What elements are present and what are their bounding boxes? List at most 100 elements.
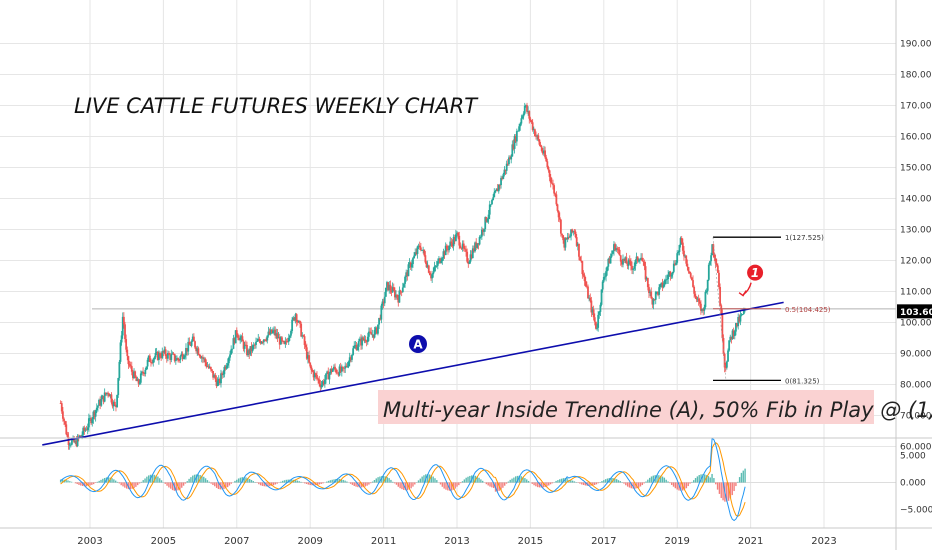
osc-histogram-bar [93, 483, 94, 485]
candle-body [258, 339, 260, 341]
candle-body [639, 260, 641, 261]
osc-histogram-bar [458, 483, 459, 486]
candle-body [428, 265, 430, 272]
fib-level-label: 1(127.525) [785, 234, 824, 242]
osc-histogram-bar [711, 474, 712, 483]
candle-body [667, 275, 669, 279]
osc-histogram-bar [721, 483, 722, 498]
osc-histogram-bar [620, 481, 621, 482]
osc-histogram-bar [298, 481, 299, 482]
osc-histogram-bar [651, 476, 652, 482]
candle-body [491, 200, 493, 204]
candle-body [342, 367, 344, 368]
candle-body [620, 255, 622, 261]
osc-histogram-bar [368, 483, 369, 485]
candle-body [720, 305, 722, 313]
candle-body [412, 258, 414, 264]
osc-histogram-bar [462, 481, 463, 482]
osc-histogram-bar [414, 483, 415, 485]
osc-histogram-bar [421, 477, 422, 483]
x-tick-label: 2021 [738, 536, 763, 547]
candle-body [139, 383, 141, 384]
candle-body [612, 251, 614, 254]
candle-body [300, 324, 302, 337]
candle-body [191, 341, 193, 346]
osc-histogram-bar [321, 483, 322, 484]
osc-histogram-bar [460, 483, 461, 484]
candle-body [506, 164, 508, 171]
candle-body [450, 242, 452, 243]
candle-body [348, 362, 350, 367]
y-tick-label: 180.000 [900, 71, 932, 81]
candle-body [681, 238, 683, 243]
osc-histogram-bar [594, 483, 595, 486]
osc-histogram-bar [442, 483, 443, 487]
osc-histogram-bar [398, 483, 399, 487]
osc-histogram-bar [326, 482, 327, 483]
candle-body [290, 331, 292, 336]
osc-histogram-bar [616, 479, 617, 482]
osc-histogram-bar [443, 483, 444, 489]
candle-body [188, 342, 190, 345]
candle-body [174, 354, 176, 361]
osc-histogram-bar [596, 483, 597, 485]
candle-body [434, 267, 436, 272]
candle-body [321, 385, 323, 387]
candle-body [587, 287, 589, 299]
candle-body [650, 292, 652, 299]
candle-body [429, 273, 431, 275]
osc-histogram-bar [526, 479, 527, 482]
osc-histogram-bar [467, 477, 468, 483]
candle-body [402, 288, 404, 293]
osc-histogram-bar [240, 478, 241, 483]
osc-histogram-bar [322, 483, 323, 484]
candle-body [193, 337, 195, 342]
candle-body [534, 129, 536, 136]
osc-histogram-bar [697, 476, 698, 482]
y-tick-label: 140.000 [900, 195, 932, 205]
osc-histogram-bar [146, 477, 147, 483]
osc-histogram-bar [561, 479, 562, 483]
x-tick-label: 2017 [591, 536, 616, 547]
osc-histogram-bar [306, 483, 307, 484]
candle-body [334, 367, 336, 370]
candle-body [740, 315, 742, 321]
osc-histogram-bar [557, 480, 558, 482]
candle-body [365, 339, 367, 341]
osc-histogram-bar [420, 479, 421, 483]
candle-body [170, 354, 172, 360]
candle-body [642, 261, 644, 262]
osc-histogram-bar [625, 483, 626, 486]
candle-body [125, 339, 127, 350]
candle-body [531, 120, 533, 122]
candle-body [310, 366, 312, 369]
osc-histogram-bar [456, 483, 457, 487]
osc-histogram-bar [572, 481, 573, 483]
candle-body [81, 435, 83, 436]
candle-body [734, 332, 736, 336]
osc-histogram-bar [210, 483, 211, 484]
candle-body [325, 373, 327, 379]
candle-body [288, 338, 290, 342]
osc-histogram-bar [638, 483, 639, 488]
candle-body [633, 266, 635, 269]
osc-histogram-bar [647, 480, 648, 483]
osc-histogram-bar [280, 482, 281, 483]
candle-body [389, 285, 391, 290]
fib-level-label: 0(81.325) [785, 377, 820, 385]
osc-histogram-bar [139, 483, 140, 484]
candle-body [228, 358, 230, 364]
osc-histogram-bar [165, 483, 166, 484]
osc-histogram-bar [192, 476, 193, 483]
candle-body [726, 362, 728, 368]
osc-histogram-bar [664, 478, 665, 483]
osc-histogram-bar [102, 479, 103, 483]
osc-histogram-bar [480, 479, 481, 482]
osc-histogram-bar [113, 479, 114, 482]
candle-body [666, 279, 668, 280]
osc-histogram-bar [234, 481, 235, 483]
candle-body [619, 250, 621, 255]
osc-histogram-bar [533, 483, 534, 486]
x-tick-label: 2009 [297, 536, 322, 547]
